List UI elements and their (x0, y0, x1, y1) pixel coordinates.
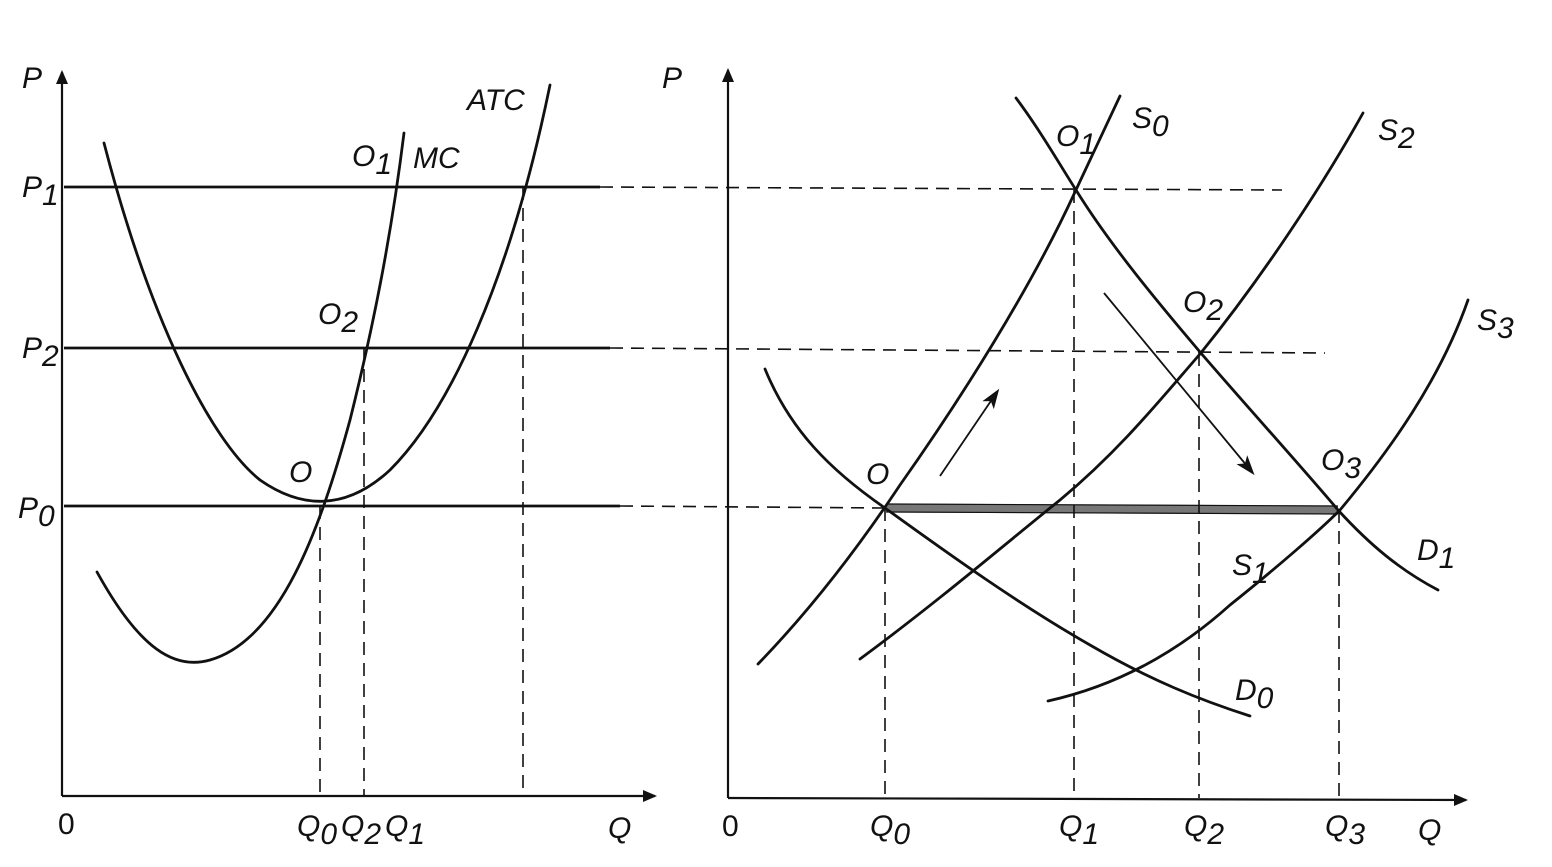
s2-curve (858, 111, 1365, 661)
s0-curve (756, 94, 1122, 666)
left-y-axis-label: P (22, 62, 42, 95)
right-x-axis (727, 793, 1468, 806)
p2-connector (609, 347, 1326, 354)
price-fall-arrow (1103, 292, 1255, 476)
right-point-labels: O1 O2 O3 O (866, 120, 1361, 491)
s2-label: S2 (1378, 114, 1415, 155)
rq1-label: Q1 (1059, 810, 1099, 851)
left-price-labels: P1 P2 P0 (18, 171, 59, 533)
q2-label: Q2 (341, 810, 381, 851)
s3-curve (1046, 298, 1470, 703)
right-x-axis-label: Q (1418, 814, 1441, 847)
q0-label: Q0 (297, 810, 337, 851)
left-x-axis-label: Q (608, 812, 631, 845)
right-panel: P Q 0 Q0 Q1 Q2 Q3 S0 S2 S3 S1 D1 D0 O1 O… (662, 62, 1514, 851)
s0-label: S0 (1132, 102, 1169, 143)
industry-supply-band (885, 503, 1339, 515)
ro2-point-label: O2 (1183, 286, 1223, 327)
s3-label: S3 (1477, 304, 1514, 345)
p0-connector (619, 505, 886, 509)
atc-curve (102, 83, 552, 503)
rq3-label: Q3 (1325, 810, 1365, 851)
mc-curve (95, 131, 406, 664)
p0-label: P0 (18, 492, 55, 533)
rq2-label: Q2 (1184, 810, 1224, 851)
left-panel: P Q 0 P1 P2 P0 Q0 Q2 Q1 ATC MC O1 O2 O (18, 62, 657, 851)
right-origin-label: 0 (722, 810, 739, 843)
supply-labels: S0 S2 S3 S1 (1132, 102, 1514, 590)
band-bottom-edge (885, 511, 1339, 515)
right-quantity-labels: Q0 Q1 Q2 Q3 (870, 810, 1365, 851)
d1-curve (1014, 96, 1440, 592)
ro1-point-label: O1 (1056, 120, 1096, 161)
ro-point-label: O (866, 458, 889, 491)
left-drop-lines (319, 187, 524, 796)
p2-label: P2 (22, 332, 59, 373)
rq0-label: Q0 (870, 810, 910, 851)
supply-shift-arrow (939, 388, 1000, 477)
p1-label: P1 (22, 171, 59, 212)
atc-label: ATC (465, 84, 525, 117)
s1-label: S1 (1232, 549, 1269, 590)
d0-label: D0 (1235, 674, 1274, 715)
demand-labels: D1 D0 (1235, 534, 1455, 715)
ro3-point-label: O3 (1321, 444, 1361, 485)
right-y-axis-label: P (662, 62, 682, 95)
left-quantity-labels: Q0 Q2 Q1 (297, 810, 425, 851)
o2-point-label: O2 (318, 298, 358, 339)
right-drop-lines (884, 190, 1340, 798)
q1-label: Q1 (385, 810, 425, 851)
o1-point-label: O1 (352, 140, 392, 181)
d1-label: D1 (1417, 534, 1455, 575)
mc-label: MC (413, 142, 460, 175)
left-point-labels: O1 O2 O (289, 140, 392, 489)
left-origin-label: 0 (58, 808, 75, 841)
left-price-lines (64, 185, 620, 508)
band-top-edge (885, 503, 1339, 507)
p1-connector (599, 186, 1283, 191)
o-point-label: O (289, 456, 312, 489)
cross-panel-dashes (599, 186, 1326, 509)
d0-curve (763, 367, 1252, 718)
